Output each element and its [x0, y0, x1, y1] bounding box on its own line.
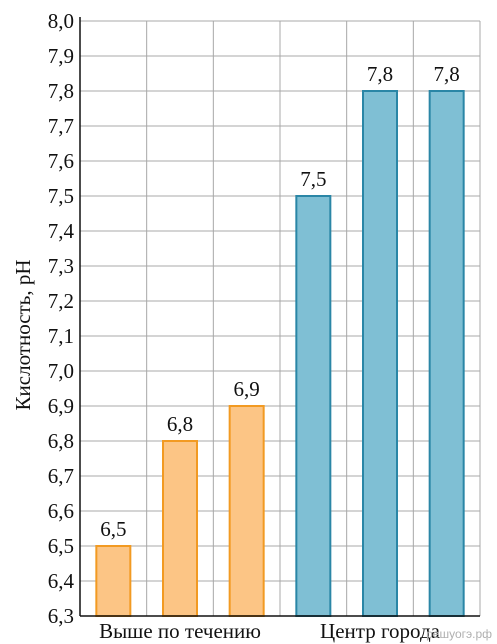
- y-tick-label: 7,3: [48, 254, 74, 278]
- data-label: 6,8: [167, 412, 193, 436]
- watermark: решуогэ.рф: [426, 627, 492, 641]
- y-tick-label: 7,5: [48, 184, 74, 208]
- y-tick-label: 7,1: [48, 324, 74, 348]
- data-label: 7,8: [434, 62, 460, 86]
- y-tick-label: 8,0: [48, 9, 74, 33]
- data-label: 7,8: [367, 62, 393, 86]
- bar: [430, 91, 464, 616]
- y-tick-label: 6,5: [48, 534, 74, 558]
- y-tick-labels: 6,3 6,4 6,5 6,6 6,7 6,8 6,9 7,0 7,1 7,2 7,3 7,4 7,5 7…: [48, 9, 75, 628]
- y-tick-label: 7,2: [48, 289, 74, 313]
- y-tick-label: 7,8: [48, 79, 74, 103]
- data-label: 6,5: [100, 517, 126, 541]
- y-tick-label: 7,0: [48, 359, 74, 383]
- bar: [363, 91, 397, 616]
- y-tick-label: 6,8: [48, 429, 74, 453]
- grid-lines: [80, 21, 480, 616]
- data-label: 6,9: [234, 377, 260, 401]
- category-label: Центр города: [320, 619, 441, 643]
- y-tick-label: 7,7: [48, 114, 74, 138]
- data-label: 7,5: [300, 167, 326, 191]
- y-tick-label: 7,6: [48, 149, 74, 173]
- y-tick-label: 6,3: [48, 604, 74, 628]
- bar: [96, 546, 130, 616]
- y-tick-label: 7,4: [48, 219, 75, 243]
- y-axis-label: Кислотность, pH: [11, 260, 35, 411]
- y-tick-label: 7,9: [48, 44, 74, 68]
- bar: [230, 406, 264, 616]
- y-tick-label: 6,6: [48, 499, 74, 523]
- category-labels: Выше по течению Центр города: [99, 619, 441, 643]
- y-tick-label: 6,7: [48, 464, 74, 488]
- bar: [296, 196, 330, 616]
- y-tick-label: 6,9: [48, 394, 74, 418]
- category-label: Выше по течению: [99, 619, 261, 643]
- y-tick-label: 6,4: [48, 569, 75, 593]
- bar: [163, 441, 197, 616]
